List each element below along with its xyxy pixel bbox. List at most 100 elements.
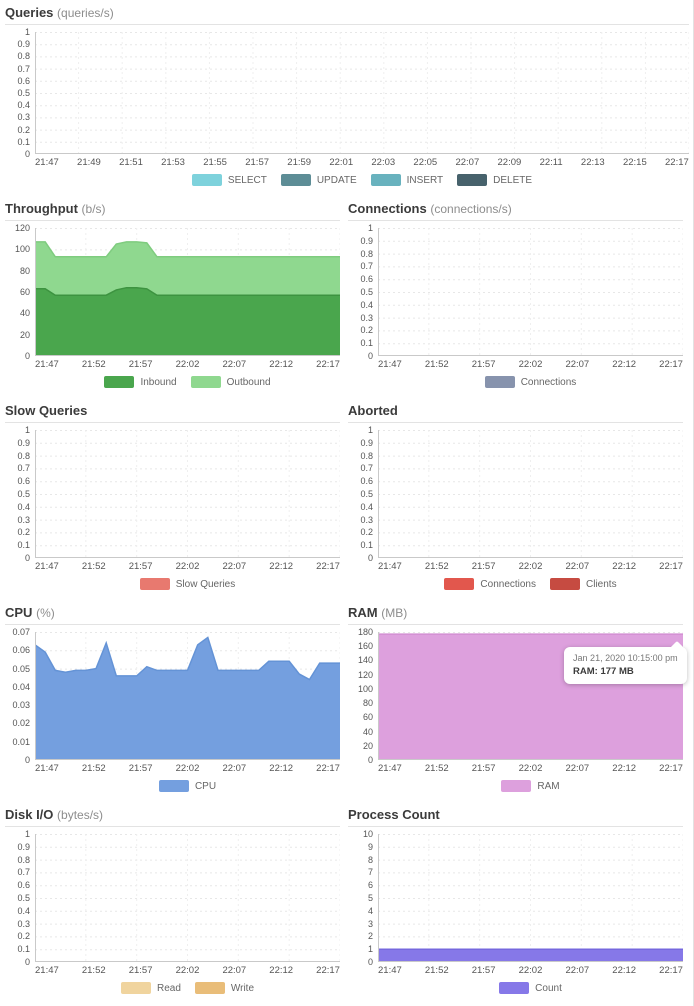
legend-item: Inbound: [104, 376, 177, 388]
x-tick-label: 21:47: [35, 965, 59, 976]
y-tick-label: 0.6: [17, 75, 30, 86]
legend-label: Connections: [520, 376, 577, 388]
plot-area[interactable]: [378, 834, 683, 962]
plot-area[interactable]: [35, 632, 340, 760]
chart-cpu-title: CPU (%): [5, 602, 340, 625]
x-axis: 21:47 21:52 21:57 22:02 22:07 22:12 22:17: [35, 760, 340, 774]
y-tick-label: 0.9: [17, 841, 30, 852]
legend-label: Outbound: [226, 376, 271, 388]
y-axis: 180 160 140 120 100 80 60 40 20 0: [348, 627, 378, 765]
legend-swatch: [280, 174, 311, 186]
chart-aborted: Aborted 1 0.9 0.8 0.7 0.6 0.5 0.4 0.3 0.2 0.1 0 21…: [348, 400, 691, 591]
x-tick-label: 22:03: [371, 157, 396, 168]
legend-swatch: [104, 376, 135, 388]
x-tick-label: 22:09: [497, 157, 522, 168]
y-tick-label: 1: [24, 425, 30, 435]
x-tick-label: 21:52: [81, 763, 106, 774]
chart-queries-title: Queries (queries/s): [5, 2, 689, 25]
x-tick-label: 22:12: [612, 359, 637, 370]
x-tick-label: 21:49: [77, 157, 101, 168]
plot-area[interactable]: [35, 430, 340, 558]
y-tick-label: 0: [24, 553, 30, 563]
title-text: RAM: [348, 605, 378, 620]
plot-area[interactable]: Jan 21, 2020 10:15:00 pm RAM: 177 MB: [378, 632, 687, 760]
legend-label: Slow Queries: [175, 578, 236, 590]
tooltip-timestamp: Jan 21, 2020 10:15:00 pm: [573, 653, 678, 663]
y-tick-label: 0.5: [17, 489, 30, 499]
legend: Connections: [378, 370, 683, 389]
chart-throughput: Throughput (b/s) 120 100 80 60 40 20 0 21:47 21…: [5, 198, 348, 389]
x-tick-label: 21:47: [35, 763, 59, 774]
legend-label: Connections: [480, 578, 536, 590]
x-tick-label: 21:47: [35, 561, 59, 572]
y-tick-label: 8: [367, 854, 373, 865]
plot-area[interactable]: [35, 228, 340, 356]
plot-area[interactable]: [35, 32, 689, 154]
x-tick-label: 22:07: [565, 763, 590, 774]
y-tick-label: 0.2: [360, 527, 373, 538]
legend: Count: [378, 976, 683, 995]
y-tick-label: 0.7: [17, 867, 30, 878]
y-tick-label: 2: [367, 931, 373, 942]
x-tick-label: 22:12: [269, 561, 294, 572]
title-text: Connections: [348, 201, 427, 216]
plot-area[interactable]: [378, 430, 683, 558]
x-tick-label: 22:12: [612, 561, 637, 572]
x-tick-label: 22:05: [413, 157, 438, 168]
x-tick-label: 21:52: [424, 763, 449, 774]
y-tick-label: 0.3: [17, 112, 30, 123]
plot-area[interactable]: [378, 228, 683, 356]
y-tick-label: 0.1: [360, 338, 373, 349]
title-text: Disk I/O: [5, 807, 54, 822]
y-tick-label: 140: [357, 655, 373, 666]
x-tick-label: 22:02: [518, 965, 543, 976]
x-tick-label: 22:07: [222, 359, 247, 370]
y-axis: 1 0.9 0.8 0.7 0.6 0.5 0.4 0.3 0.2 0.1 0: [5, 27, 35, 159]
y-axis: 10 9 8 7 6 5 4 3 2 1 0: [348, 829, 378, 967]
y-tick-label: 0.1: [17, 944, 30, 955]
y-tick-label: 10: [362, 829, 373, 839]
y-tick-label: 0.1: [360, 540, 373, 551]
legend-label: INSERT: [406, 174, 444, 186]
y-axis: 120 100 80 60 40 20 0: [5, 223, 35, 361]
legend-label: DELETE: [493, 174, 533, 186]
legend-swatch: [499, 982, 530, 994]
y-tick-label: 0.03: [12, 700, 30, 711]
y-tick-label: 0.7: [360, 261, 373, 272]
y-tick-label: 0.8: [17, 854, 30, 865]
x-axis: 21:47 21:52 21:57 22:02 22:07 22:12 22:17: [378, 356, 683, 370]
title-text: CPU: [5, 605, 33, 620]
y-tick-label: 100: [14, 244, 30, 255]
x-tick-label: 22:07: [565, 965, 590, 976]
y-tick-label: 0: [367, 351, 373, 361]
x-tick-label: 22:17: [659, 763, 683, 774]
x-tick-label: 21:47: [378, 763, 402, 774]
x-tick-label: 22:02: [175, 763, 200, 774]
y-tick-label: 1: [24, 829, 30, 839]
plot-area[interactable]: [35, 834, 340, 962]
y-tick-label: 0.7: [360, 463, 373, 474]
y-tick-label: 120: [357, 669, 373, 680]
y-tick-label: 5: [367, 893, 373, 903]
x-tick-label: 22:07: [565, 359, 590, 370]
y-tick-label: 0.2: [17, 527, 30, 538]
y-tick-label: 0.9: [17, 39, 30, 50]
y-tick-label: 0.3: [17, 918, 30, 929]
legend-swatch: [484, 376, 515, 388]
x-tick-label: 21:57: [471, 763, 496, 774]
y-tick-label: 0.4: [17, 100, 30, 111]
y-tick-label: 1: [24, 27, 30, 37]
y-tick-label: 0.6: [360, 476, 373, 487]
legend-label: Read: [156, 982, 181, 994]
x-axis: 21:47 21:52 21:57 22:02 22:07 22:12 22:17: [35, 558, 340, 572]
legend: Read Write: [35, 976, 340, 995]
legend-item: Slow Queries: [139, 578, 236, 590]
y-tick-label: 160: [357, 641, 373, 652]
x-tick-label: 22:07: [565, 561, 590, 572]
x-axis: 21:47 21:52 21:57 22:02 22:07 22:12 22:17: [35, 356, 340, 370]
x-tick-label: 21:47: [35, 157, 59, 168]
y-tick-label: 0.06: [12, 645, 30, 656]
y-tick-label: 0: [24, 755, 30, 765]
legend: Slow Queries: [35, 572, 340, 591]
x-tick-label: 21:57: [245, 157, 270, 168]
